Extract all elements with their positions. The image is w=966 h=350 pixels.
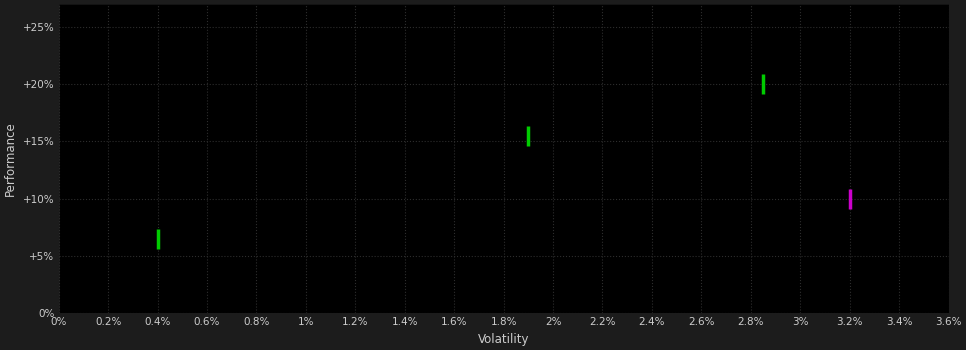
Y-axis label: Performance: Performance [4, 121, 17, 196]
X-axis label: Volatility: Volatility [478, 333, 529, 346]
